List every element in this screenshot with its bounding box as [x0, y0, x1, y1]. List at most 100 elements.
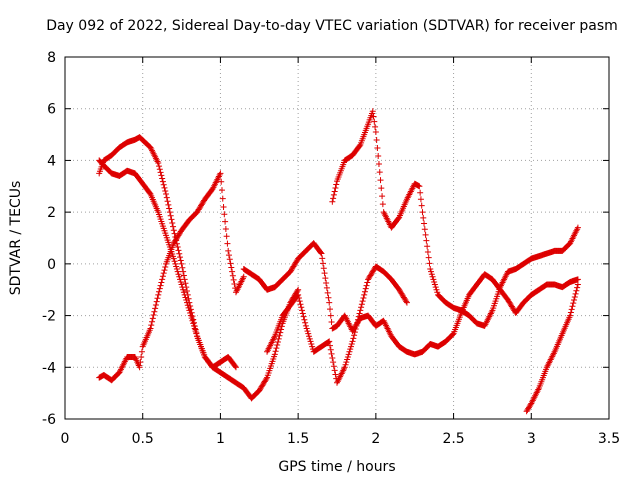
data-point	[220, 203, 227, 210]
data-point	[327, 342, 334, 349]
data-point	[180, 268, 187, 275]
data-point	[184, 302, 191, 309]
data-point	[567, 312, 574, 319]
data-point	[296, 298, 303, 305]
data-point	[186, 307, 193, 314]
data-point	[273, 345, 280, 352]
data-point	[302, 322, 309, 329]
data-point	[302, 319, 309, 326]
data-point	[150, 312, 157, 319]
data-point	[156, 288, 163, 295]
data-point	[345, 351, 352, 358]
data-point	[174, 244, 181, 251]
series-trace-d	[240, 240, 581, 358]
data-point	[170, 227, 177, 234]
data-point	[347, 346, 354, 353]
data-point	[324, 289, 331, 296]
data-point	[168, 216, 175, 223]
data-point	[240, 273, 247, 280]
data-point	[344, 356, 351, 363]
data-point	[372, 123, 379, 130]
data-point	[180, 286, 187, 293]
data-point	[232, 363, 239, 370]
data-point	[308, 341, 315, 348]
data-point	[175, 271, 182, 278]
data-marks	[96, 108, 581, 415]
data-point	[191, 325, 198, 332]
data-point	[330, 191, 337, 198]
data-point	[360, 294, 367, 301]
data-point	[191, 322, 198, 329]
data-point	[160, 181, 167, 188]
data-point	[222, 218, 229, 225]
y-tick-label: -2	[42, 309, 56, 325]
data-point	[319, 255, 326, 262]
data-point	[154, 295, 161, 302]
data-point	[425, 254, 432, 261]
data-point	[328, 319, 335, 326]
x-tick-label: 3	[527, 431, 536, 447]
data-point	[431, 281, 438, 288]
data-point	[417, 189, 424, 196]
data-point	[318, 250, 325, 257]
data-point	[375, 153, 382, 160]
data-point	[229, 268, 236, 275]
data-point	[152, 305, 159, 312]
y-tick-label: 0	[47, 257, 56, 273]
y-tick-label: 6	[47, 102, 56, 118]
data-point	[160, 270, 167, 277]
data-point	[159, 178, 166, 185]
data-point	[219, 195, 226, 202]
data-point	[431, 278, 438, 285]
data-point	[170, 223, 177, 230]
data-point	[187, 309, 194, 316]
data-point	[330, 363, 337, 370]
y-axis-label: SDTVAR / TECUs	[8, 181, 24, 296]
data-point	[173, 266, 180, 273]
data-point	[189, 317, 196, 324]
x-tick-label: 1	[216, 431, 225, 447]
data-point	[159, 273, 166, 280]
data-point	[169, 220, 176, 227]
data-point	[295, 291, 302, 298]
data-point	[321, 270, 328, 277]
data-point	[416, 183, 423, 190]
data-point	[574, 276, 581, 283]
data-point	[351, 329, 358, 336]
data-point	[304, 328, 311, 335]
data-point	[343, 359, 350, 366]
x-axis-label: GPS time / hours	[278, 459, 395, 475]
y-tick-label: 2	[47, 205, 56, 221]
x-tick-label: 3.5	[598, 431, 620, 447]
data-point	[426, 260, 433, 267]
data-point	[323, 279, 330, 286]
x-tick-label: 2.5	[442, 431, 464, 447]
data-point	[163, 194, 170, 201]
data-point	[326, 299, 333, 306]
data-point	[353, 322, 360, 329]
data-point	[177, 278, 184, 285]
data-point	[364, 279, 371, 286]
data-point	[272, 348, 279, 355]
data-point	[179, 264, 186, 271]
data-point	[295, 286, 302, 293]
data-point	[305, 330, 312, 337]
data-point	[351, 332, 358, 339]
data-point	[434, 289, 441, 296]
data-point	[228, 264, 235, 271]
series-trace-f	[264, 263, 410, 386]
data-point	[417, 196, 424, 203]
data-point	[331, 367, 338, 374]
data-point	[403, 299, 410, 306]
data-point	[328, 350, 335, 357]
data-point	[180, 289, 187, 296]
data-point	[276, 332, 283, 339]
data-point	[569, 303, 576, 310]
data-point	[184, 299, 191, 306]
data-point	[185, 304, 192, 311]
data-point	[165, 201, 172, 208]
data-point	[306, 333, 313, 340]
data-point	[355, 313, 362, 320]
data-point	[570, 300, 577, 307]
data-point	[317, 249, 324, 256]
